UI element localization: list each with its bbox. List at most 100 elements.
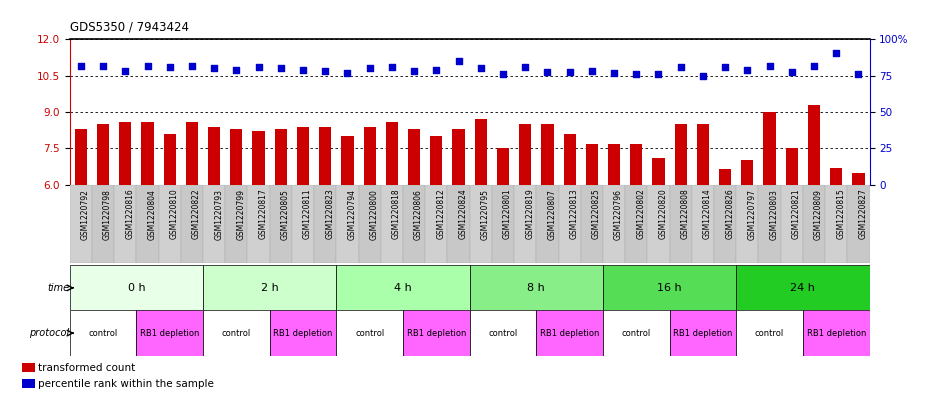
Bar bbox=[847, 185, 870, 263]
Bar bbox=[559, 185, 580, 263]
Point bbox=[673, 64, 688, 70]
Text: control: control bbox=[221, 329, 251, 338]
Bar bbox=[314, 185, 337, 263]
Point bbox=[762, 63, 777, 69]
Text: GSM1220822: GSM1220822 bbox=[192, 189, 201, 239]
Text: GSM1220804: GSM1220804 bbox=[148, 189, 156, 239]
Bar bbox=[364, 127, 376, 185]
Bar bbox=[164, 134, 176, 185]
Point bbox=[73, 63, 88, 69]
Bar bbox=[692, 185, 714, 263]
Bar bbox=[497, 148, 509, 185]
Point bbox=[784, 69, 799, 75]
Bar bbox=[470, 310, 537, 356]
Point bbox=[429, 66, 444, 73]
Text: control: control bbox=[88, 329, 118, 338]
Bar bbox=[159, 185, 180, 263]
Bar bbox=[719, 169, 731, 185]
Bar bbox=[270, 310, 337, 356]
Text: time: time bbox=[47, 283, 70, 293]
Text: control: control bbox=[355, 329, 384, 338]
Text: 0 h: 0 h bbox=[127, 283, 145, 293]
Text: GSM1220824: GSM1220824 bbox=[458, 189, 468, 239]
Bar bbox=[22, 379, 34, 388]
Text: GSM1220818: GSM1220818 bbox=[392, 189, 401, 239]
Text: 4 h: 4 h bbox=[394, 283, 412, 293]
Text: GSM1220825: GSM1220825 bbox=[591, 189, 601, 239]
Bar bbox=[203, 310, 270, 356]
Text: transformed count: transformed count bbox=[38, 362, 135, 373]
Text: GSM1220819: GSM1220819 bbox=[525, 189, 534, 239]
Point bbox=[118, 68, 133, 74]
Point bbox=[184, 63, 199, 69]
Point bbox=[296, 66, 311, 73]
Bar bbox=[452, 129, 465, 185]
Point bbox=[406, 68, 421, 74]
Text: RB1 depletion: RB1 depletion bbox=[806, 329, 866, 338]
Bar bbox=[514, 185, 537, 263]
Point bbox=[229, 66, 244, 73]
Bar bbox=[337, 310, 403, 356]
Point bbox=[340, 70, 355, 76]
Text: GSM1220809: GSM1220809 bbox=[814, 189, 823, 239]
Bar bbox=[137, 310, 203, 356]
Point bbox=[740, 66, 755, 73]
Text: GSM1220810: GSM1220810 bbox=[169, 189, 179, 239]
Point bbox=[584, 68, 599, 74]
Bar bbox=[780, 185, 803, 263]
Text: 16 h: 16 h bbox=[658, 283, 682, 293]
Bar bbox=[319, 127, 331, 185]
Bar bbox=[470, 265, 603, 310]
Text: GSM1220801: GSM1220801 bbox=[503, 189, 512, 239]
Text: GSM1220793: GSM1220793 bbox=[214, 189, 223, 240]
Point bbox=[606, 70, 621, 76]
Bar bbox=[759, 185, 780, 263]
Bar bbox=[830, 168, 843, 185]
Bar bbox=[141, 122, 153, 185]
Point bbox=[562, 69, 577, 75]
Bar bbox=[741, 160, 753, 185]
Bar bbox=[231, 129, 243, 185]
Text: GSM1220796: GSM1220796 bbox=[614, 189, 623, 240]
Bar bbox=[603, 265, 737, 310]
Text: GSM1220800: GSM1220800 bbox=[370, 189, 379, 239]
Bar bbox=[564, 134, 576, 185]
Text: GSM1220812: GSM1220812 bbox=[436, 189, 445, 239]
Point bbox=[851, 71, 866, 77]
Point bbox=[829, 50, 844, 56]
Text: GSM1220802: GSM1220802 bbox=[636, 189, 645, 239]
Bar bbox=[114, 185, 137, 263]
Bar bbox=[74, 129, 87, 185]
Point bbox=[696, 72, 711, 79]
Bar bbox=[337, 265, 470, 310]
Text: GSM1220792: GSM1220792 bbox=[81, 189, 90, 239]
Bar bbox=[431, 136, 443, 185]
Bar bbox=[586, 143, 598, 185]
Text: 24 h: 24 h bbox=[790, 283, 816, 293]
Bar bbox=[697, 124, 709, 185]
Bar bbox=[670, 310, 737, 356]
Point bbox=[451, 58, 466, 64]
Bar bbox=[408, 129, 420, 185]
Bar bbox=[203, 185, 225, 263]
Bar bbox=[92, 185, 114, 263]
Bar bbox=[297, 127, 309, 185]
Bar bbox=[580, 185, 603, 263]
Point bbox=[496, 71, 511, 77]
Point bbox=[273, 65, 288, 72]
Text: GSM1220799: GSM1220799 bbox=[236, 189, 246, 240]
Bar bbox=[737, 185, 759, 263]
Point bbox=[629, 71, 644, 77]
Bar bbox=[403, 185, 425, 263]
Point bbox=[96, 63, 111, 69]
Bar bbox=[714, 185, 737, 263]
Point bbox=[473, 65, 488, 72]
Bar bbox=[274, 129, 287, 185]
Text: RB1 depletion: RB1 depletion bbox=[273, 329, 333, 338]
Bar bbox=[470, 185, 492, 263]
Text: RB1 depletion: RB1 depletion bbox=[140, 329, 199, 338]
Text: GSM1220795: GSM1220795 bbox=[481, 189, 490, 240]
Point bbox=[318, 68, 333, 74]
Text: GSM1220806: GSM1220806 bbox=[414, 189, 423, 239]
Bar bbox=[292, 185, 314, 263]
